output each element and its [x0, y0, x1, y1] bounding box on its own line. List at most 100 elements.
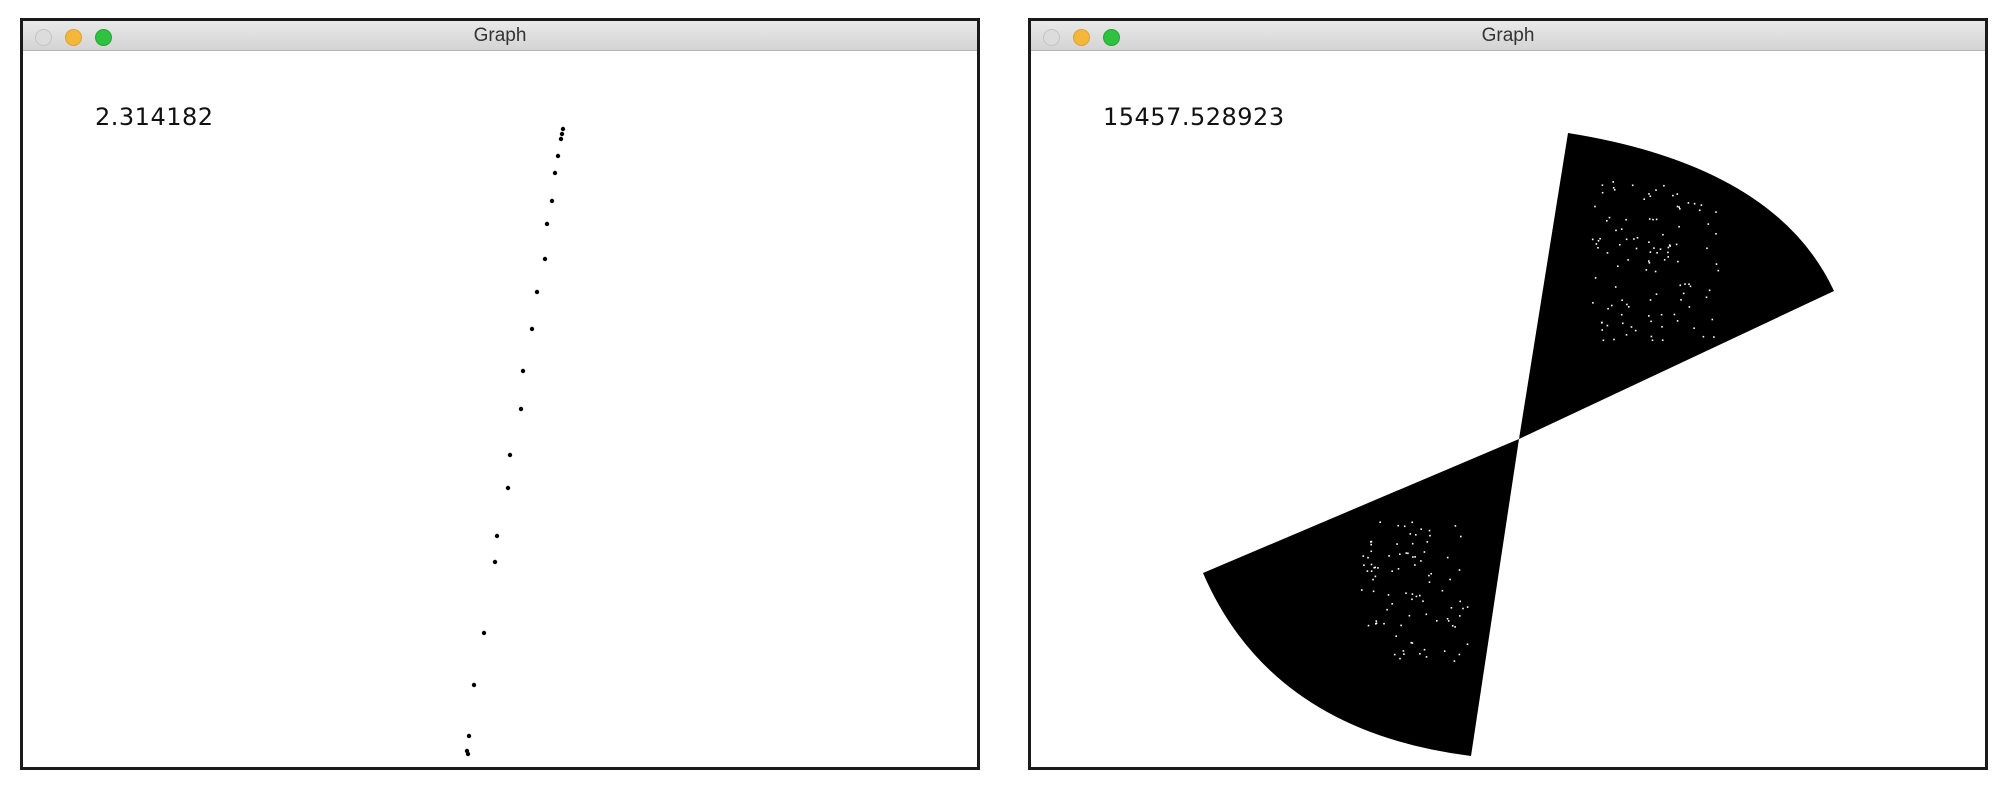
close-circle-icon[interactable]	[35, 29, 52, 46]
sector-speckle	[1689, 285, 1692, 288]
plot-canvas	[1203, 133, 1834, 756]
sector-speckle	[1693, 327, 1695, 329]
sector-speckle	[1595, 243, 1598, 245]
sector-speckle	[1391, 570, 1393, 572]
sector-speckle	[1708, 289, 1711, 292]
sector-speckle	[1705, 296, 1708, 299]
sector-speckle	[1428, 529, 1431, 532]
sector-speckle	[1617, 265, 1619, 267]
sector-speckle	[1682, 292, 1685, 295]
sector-speckle	[1399, 657, 1401, 660]
sector-speckle	[1391, 603, 1393, 605]
sector-speckle	[1361, 589, 1363, 591]
sector-speckle	[1655, 218, 1658, 221]
sector-speckle	[1453, 660, 1456, 662]
sector-speckle	[1393, 653, 1396, 656]
sector-speckle	[1643, 198, 1645, 200]
plot-point	[466, 733, 472, 739]
window-titlebar[interactable]: Graph	[1031, 21, 1985, 51]
plot-point	[520, 368, 526, 374]
sector-speckle	[1684, 283, 1686, 285]
zoom-circle-icon[interactable]	[1103, 29, 1120, 46]
plot-point	[505, 485, 511, 491]
sector-speckle	[1700, 204, 1703, 206]
lower-sector	[1203, 439, 1519, 756]
sector-speckle	[1420, 560, 1422, 562]
sector-speckle	[1397, 524, 1399, 527]
sector-speckle	[1633, 238, 1635, 240]
sector-speckle	[1428, 574, 1430, 577]
sector-speckle	[1441, 589, 1444, 592]
sector-speckle	[1649, 195, 1652, 197]
sector-speckle	[1663, 259, 1666, 261]
minimize-circle-icon[interactable]	[65, 29, 82, 46]
sector-speckle	[1612, 181, 1614, 183]
sector-speckle	[1409, 533, 1412, 535]
plot-point	[560, 126, 566, 132]
sector-speckle	[1367, 556, 1369, 559]
sector-speckle	[1612, 187, 1615, 189]
sector-speckle	[1653, 247, 1655, 249]
close-circle-icon[interactable]	[1043, 29, 1060, 46]
sector-speckle	[1414, 556, 1416, 558]
sector-speckle	[1397, 568, 1400, 570]
sector-speckle	[1466, 606, 1469, 608]
sector-speckle	[1660, 313, 1663, 316]
sector-speckle	[1615, 229, 1617, 232]
sector-speckle	[1414, 564, 1416, 566]
sector-speckle	[1370, 543, 1372, 546]
sector-speckle	[1411, 521, 1413, 524]
sector-speckle	[1668, 244, 1671, 246]
sector-speckle	[1405, 592, 1407, 594]
sector-speckle	[1676, 320, 1679, 322]
sector-speckle	[1663, 184, 1665, 187]
sector-speckle	[1677, 260, 1679, 263]
sector-speckle	[1648, 262, 1651, 264]
sector-speckle	[1625, 218, 1627, 221]
plot-point	[558, 136, 564, 142]
sector-speckle	[1387, 594, 1390, 596]
sector-speckle	[1370, 541, 1372, 543]
sector-speckle	[1415, 534, 1417, 536]
sector-speckle	[1676, 205, 1679, 208]
sector-speckle	[1679, 208, 1681, 210]
sector-speckle	[1411, 542, 1414, 545]
sector-speckle	[1688, 306, 1691, 308]
sector-speckle	[1415, 595, 1418, 598]
sector-speckle	[1601, 184, 1604, 186]
upper-sector	[1519, 133, 1834, 439]
sector-speckle	[1680, 299, 1682, 301]
minimize-circle-icon[interactable]	[1073, 29, 1090, 46]
zoom-circle-icon[interactable]	[95, 29, 112, 46]
sector-speckle	[1613, 189, 1616, 191]
sector-speckle	[1450, 607, 1453, 609]
sector-speckle	[1395, 635, 1397, 637]
sector-speckle	[1370, 563, 1373, 566]
sector-speckle	[1620, 313, 1623, 316]
sector-speckle	[1458, 569, 1461, 571]
sector-speckle	[1667, 256, 1669, 258]
sector-speckle	[1667, 251, 1669, 254]
sector-speckle	[1408, 614, 1411, 617]
sector-speckle	[1608, 216, 1611, 219]
sector-speckle	[1411, 642, 1414, 644]
plot-point	[529, 326, 535, 332]
sector-speckle	[1679, 284, 1682, 287]
sector-speckle	[1407, 552, 1409, 555]
sector-speckle	[1702, 335, 1705, 338]
sector-speckle	[1446, 618, 1449, 620]
window-titlebar[interactable]: Graph	[23, 21, 977, 51]
sector-speckle	[1430, 572, 1432, 575]
plot-point	[534, 289, 540, 295]
plot-point	[542, 256, 548, 262]
sector-speckle	[1607, 307, 1609, 310]
sector-speckle	[1411, 593, 1414, 595]
sector-speckle	[1630, 326, 1633, 328]
sector-speckle	[1649, 299, 1652, 301]
sector-speckle	[1667, 246, 1670, 249]
sector-speckle	[1592, 302, 1594, 304]
plot-point	[518, 406, 524, 412]
sector-speckle	[1661, 326, 1663, 328]
sector-speckle	[1454, 626, 1456, 628]
sector-speckle	[1713, 336, 1715, 338]
